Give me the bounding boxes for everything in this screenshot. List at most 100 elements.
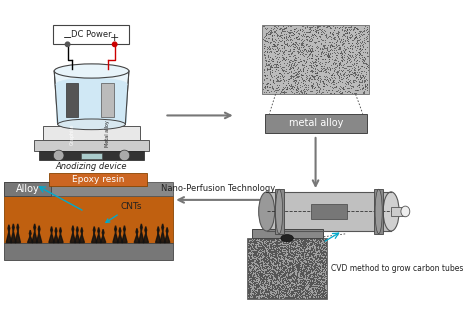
Point: [317, 260, 324, 265]
Point: [249, 248, 257, 253]
Point: [345, 70, 353, 75]
Point: [306, 292, 313, 297]
Point: [299, 265, 307, 270]
Point: [317, 79, 324, 84]
Point: [265, 279, 273, 284]
Point: [272, 61, 279, 66]
Point: [258, 239, 265, 245]
Point: [305, 255, 313, 260]
Point: [316, 60, 323, 66]
Point: [289, 58, 297, 63]
Point: [255, 249, 262, 254]
Point: [315, 264, 323, 269]
Point: [261, 244, 269, 249]
Point: [301, 262, 309, 267]
Point: [337, 76, 345, 81]
Point: [252, 294, 260, 300]
Point: [295, 268, 303, 273]
Point: [320, 260, 328, 266]
Point: [276, 77, 284, 82]
Point: [262, 246, 270, 252]
Point: [305, 287, 313, 292]
Point: [289, 248, 297, 253]
Point: [312, 29, 320, 34]
Point: [261, 292, 268, 297]
Point: [322, 50, 330, 55]
Point: [344, 55, 351, 60]
Point: [248, 273, 255, 278]
Point: [262, 260, 269, 266]
Point: [283, 243, 291, 248]
Point: [322, 282, 329, 287]
Point: [307, 61, 315, 66]
Point: [262, 31, 269, 37]
Point: [343, 79, 351, 84]
Point: [316, 249, 323, 254]
Point: [301, 283, 309, 288]
Point: [346, 52, 354, 57]
Point: [330, 73, 337, 78]
Point: [265, 243, 273, 248]
Point: [335, 65, 343, 70]
Point: [294, 79, 301, 84]
Point: [340, 50, 347, 55]
Point: [272, 87, 279, 92]
Point: [331, 61, 339, 66]
Point: [303, 245, 310, 251]
Point: [261, 57, 268, 62]
Point: [285, 248, 292, 253]
Point: [304, 288, 312, 293]
Point: [252, 294, 260, 299]
Point: [261, 244, 269, 249]
Point: [358, 39, 366, 44]
Point: [259, 254, 266, 259]
Point: [320, 247, 328, 252]
Point: [285, 240, 293, 245]
Point: [262, 265, 269, 270]
Point: [330, 36, 337, 41]
Point: [283, 250, 291, 255]
Ellipse shape: [383, 192, 399, 231]
Point: [303, 272, 310, 277]
Point: [259, 262, 266, 267]
Point: [270, 255, 277, 260]
Point: [282, 252, 290, 257]
Point: [306, 29, 314, 34]
Point: [257, 255, 265, 260]
Point: [353, 35, 360, 40]
Point: [261, 279, 268, 284]
Point: [267, 255, 274, 260]
Point: [280, 45, 288, 50]
Point: [298, 28, 306, 33]
Point: [266, 289, 273, 294]
Point: [308, 254, 316, 259]
Point: [288, 43, 295, 48]
Point: [279, 238, 287, 243]
Point: [310, 269, 317, 274]
Point: [305, 254, 313, 259]
Polygon shape: [27, 230, 33, 243]
Point: [346, 68, 354, 73]
Point: [320, 267, 328, 273]
Point: [338, 51, 346, 56]
Point: [298, 42, 305, 47]
Point: [291, 41, 299, 46]
Point: [279, 76, 287, 81]
Point: [263, 38, 270, 43]
Point: [254, 278, 262, 283]
Point: [287, 265, 294, 270]
Point: [246, 257, 254, 262]
Point: [262, 293, 269, 298]
Point: [287, 36, 295, 41]
Point: [286, 30, 293, 35]
Point: [289, 53, 296, 59]
Point: [271, 68, 279, 73]
Point: [317, 68, 324, 73]
Point: [280, 41, 287, 46]
Point: [286, 76, 293, 81]
Point: [255, 252, 263, 257]
Point: [246, 266, 254, 272]
Point: [270, 280, 277, 286]
Point: [355, 54, 363, 59]
Point: [258, 284, 265, 289]
